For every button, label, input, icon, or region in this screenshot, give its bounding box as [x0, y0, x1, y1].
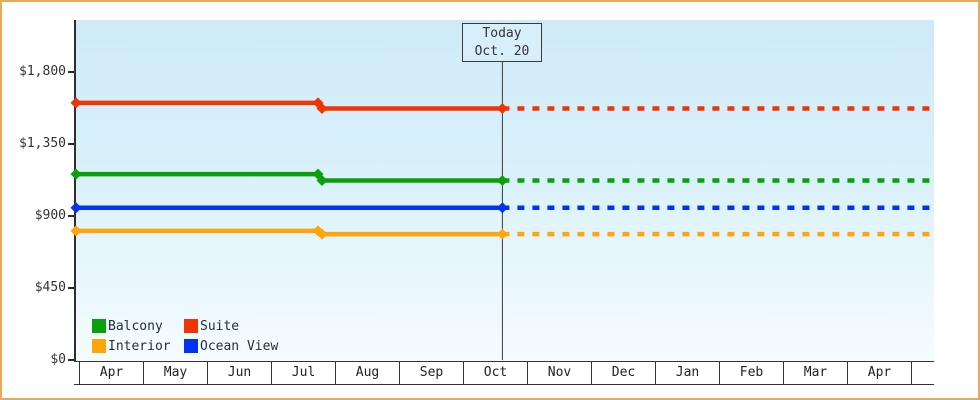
y-axis-label: $1,350	[19, 136, 66, 151]
legend-item-balcony: Balcony	[92, 319, 184, 334]
legend-row: Balcony Suite	[92, 316, 276, 336]
y-tick	[68, 143, 74, 145]
today-flag-line2: Oct. 20	[474, 44, 530, 59]
x-axis-month: Jan	[656, 362, 720, 384]
legend-swatch-icon	[92, 339, 106, 353]
x-axis-month: May	[144, 362, 208, 384]
x-axis-lead-cell	[74, 362, 80, 384]
today-flag: Today Oct. 20	[462, 23, 542, 62]
x-axis-month: Dec	[592, 362, 656, 384]
x-axis-month: Jun	[208, 362, 272, 384]
legend: Balcony Suite Interior Ocean View	[92, 316, 279, 356]
x-axis-month: Feb	[720, 362, 784, 384]
legend-item-ocean-view: Ocean View	[184, 338, 279, 354]
y-axis-label: $450	[34, 280, 66, 295]
plot-area	[76, 20, 934, 361]
legend-label: Balcony	[108, 318, 163, 334]
y-tick	[68, 215, 74, 217]
y-tick	[68, 71, 74, 73]
x-axis-month-band: Apr May Jun Jul Aug Sep Oct Nov Dec Jan …	[74, 361, 934, 385]
legend-item-suite: Suite	[184, 319, 276, 334]
x-axis-month: Mar	[784, 362, 848, 384]
today-flag-line1: Today	[482, 26, 522, 41]
x-axis-month: Oct	[464, 362, 528, 384]
y-axis-label: $0	[50, 352, 66, 367]
legend-item-interior: Interior	[92, 339, 184, 354]
y-axis-line	[74, 20, 76, 385]
x-axis-filler-cell	[912, 362, 934, 384]
y-axis-label: $900	[34, 208, 66, 223]
legend-label: Ocean View	[200, 338, 279, 354]
x-axis-month: Aug	[336, 362, 400, 384]
y-tick	[68, 359, 74, 361]
x-axis-month: Apr	[80, 362, 144, 384]
x-axis-month: Jul	[272, 362, 336, 384]
legend-swatch-icon	[92, 319, 106, 333]
x-axis-month: Sep	[400, 362, 464, 384]
y-tick	[68, 287, 74, 289]
x-axis-month: Nov	[528, 362, 592, 384]
legend-label: Suite	[200, 318, 240, 334]
x-axis-month: Apr	[848, 362, 912, 384]
legend-swatch-icon	[184, 319, 198, 333]
legend-label: Interior	[108, 338, 171, 354]
legend-swatch-icon	[184, 339, 198, 353]
legend-row: Interior Ocean View	[92, 336, 279, 356]
y-axis-label: $1,800	[19, 64, 66, 79]
